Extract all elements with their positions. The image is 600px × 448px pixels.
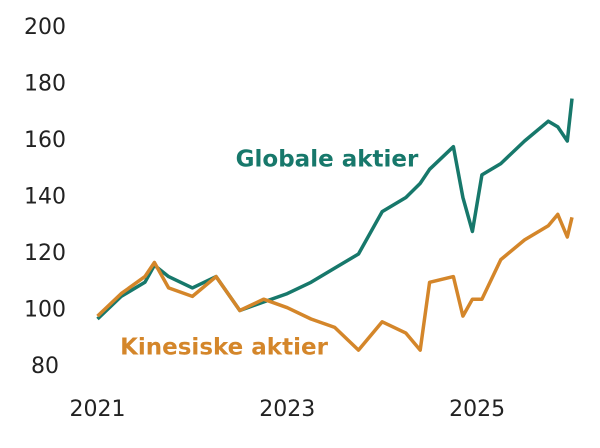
y-tick-label: 100	[24, 298, 66, 323]
series-line	[96, 98, 574, 321]
y-tick-label: 80	[31, 354, 59, 379]
x-tick-label: 2025	[449, 397, 505, 422]
series-label: Globale aktier	[236, 147, 419, 173]
y-tick-label: 140	[24, 185, 66, 210]
y-tick-label: 180	[24, 72, 66, 97]
x-tick-label: 2023	[259, 397, 315, 422]
y-tick-label: 200	[24, 15, 66, 40]
series-line	[96, 212, 574, 352]
y-tick-label: 120	[24, 241, 66, 266]
x-tick-label: 2021	[69, 397, 125, 422]
y-tick-label: 160	[24, 128, 66, 153]
series-label: Kinesiske aktier	[120, 335, 329, 361]
